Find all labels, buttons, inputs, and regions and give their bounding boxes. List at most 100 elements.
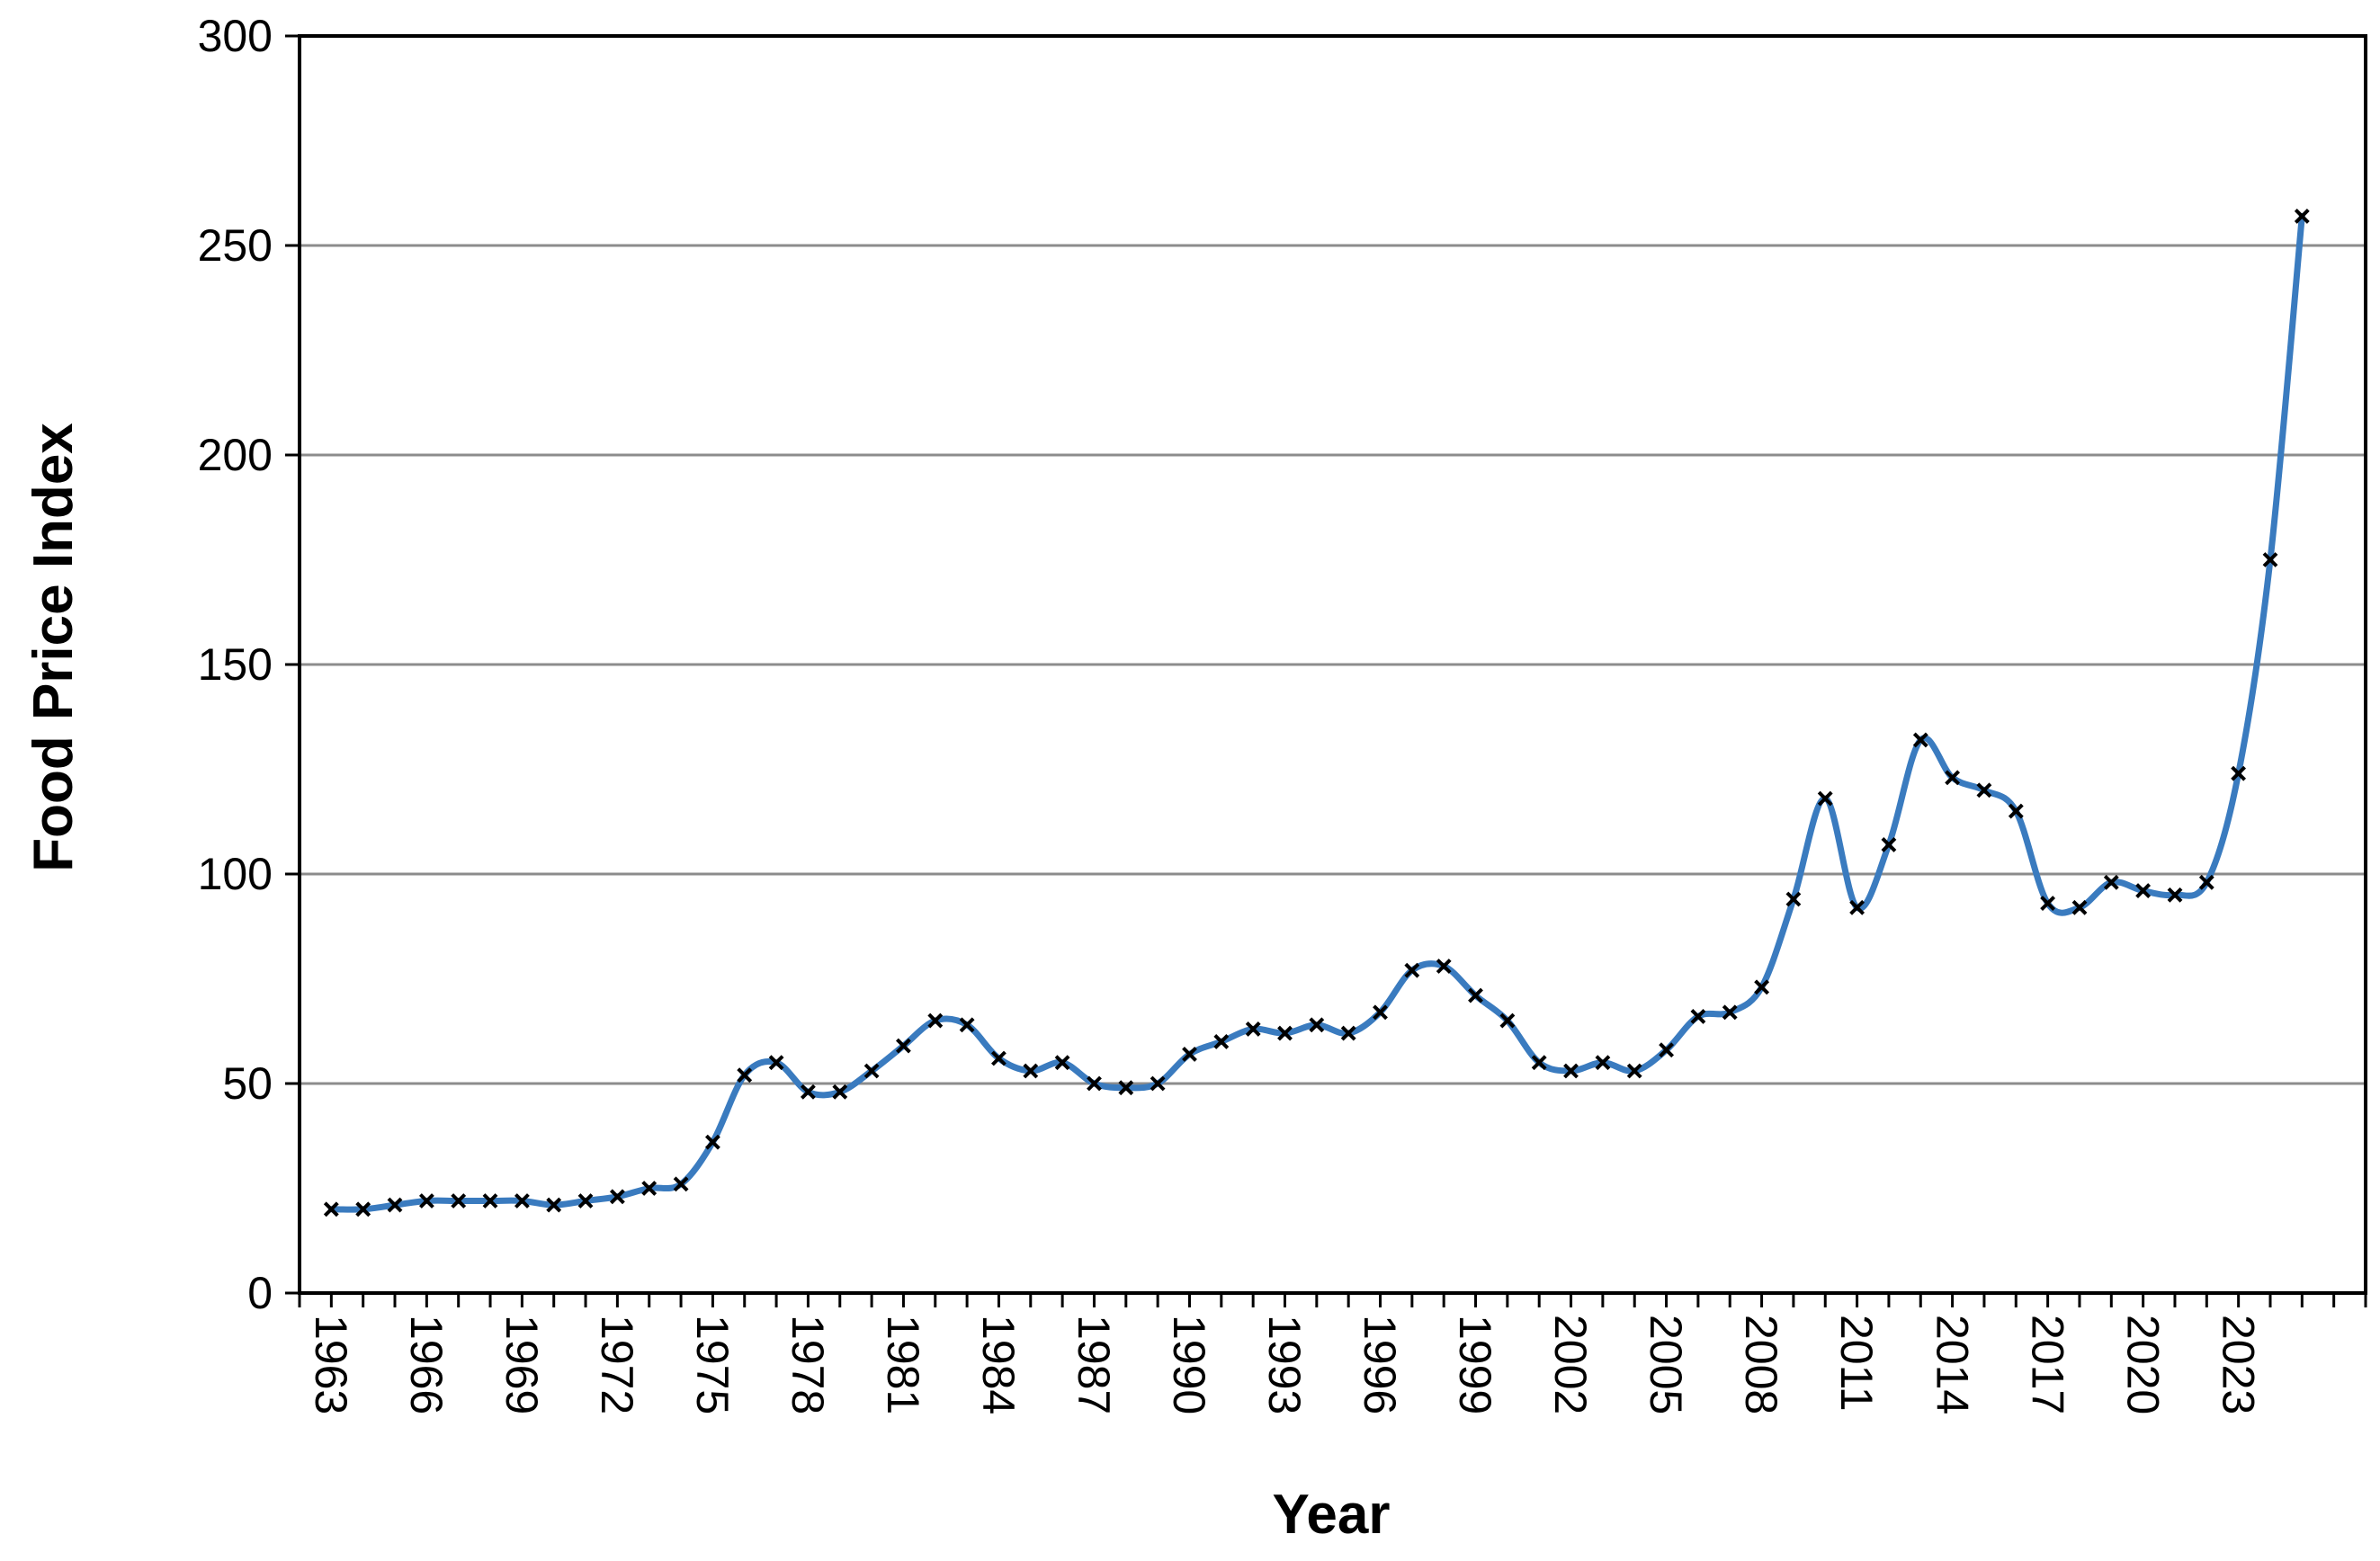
data-point-1988	[1087, 1075, 1102, 1092]
marker-stroke	[1722, 1004, 1738, 1021]
data-point-2006	[1659, 1042, 1675, 1058]
data-point-2007	[1690, 1008, 1706, 1024]
tick-labels: 0 50 100 150 200 250 300 1963 1966 1969 1972 1975 19…	[198, 11, 2264, 1414]
marker-stroke	[704, 1134, 720, 1150]
y-tick-label-250: 250	[198, 220, 273, 271]
x-tick-label-2008: 2008	[1736, 1315, 1786, 1414]
x-tick-label-2020: 2020	[2117, 1315, 2168, 1414]
data-point-1998	[1404, 962, 1420, 978]
data-point-2014	[1912, 732, 1928, 748]
data-point-2011	[1817, 790, 1833, 807]
data-point-1997	[1373, 1004, 1388, 1021]
marker-stroke	[2040, 896, 2056, 912]
data-point-2022	[2167, 887, 2183, 903]
x-tick-label-1990: 1990	[1164, 1315, 1214, 1414]
y-tick-label-0: 0	[247, 1268, 273, 1318]
x-tick-label-1978: 1978	[783, 1315, 833, 1414]
data-point-2012	[1849, 899, 1866, 915]
data-point-1970	[514, 1193, 530, 1209]
data-point-2013	[1881, 836, 1897, 852]
x-tick-label-2014: 2014	[1927, 1315, 1977, 1414]
marker-stroke	[1626, 1063, 1642, 1079]
marker-stroke	[418, 1193, 434, 1209]
data-point-1986	[1023, 1063, 1039, 1079]
marker-stroke	[1659, 1042, 1675, 1058]
data-point-1987	[1054, 1055, 1070, 1071]
marker-stroke	[1340, 1025, 1356, 1041]
marker-stroke	[1436, 959, 1452, 974]
data-point-1983	[927, 1012, 944, 1029]
data-point-1975	[673, 1176, 689, 1192]
marker-stroke	[1690, 1008, 1706, 1024]
x-tick-label-1975: 1975	[687, 1315, 738, 1414]
y-axis-title: Food Price Index	[22, 423, 85, 872]
data-point-1974	[641, 1181, 658, 1196]
x-tick-label-1993: 1993	[1259, 1315, 1310, 1414]
x-tick-label-1972: 1972	[592, 1315, 642, 1414]
x-tick-label-2011: 2011	[1831, 1315, 1882, 1412]
gridlines	[300, 244, 2366, 1085]
data-point-1964	[323, 1201, 339, 1218]
data-point-1966	[387, 1197, 403, 1213]
y-tick-label-100: 100	[198, 849, 273, 899]
marker-stroke	[832, 1084, 848, 1100]
data-point-1982	[895, 1038, 911, 1054]
marker-stroke	[1531, 1055, 1547, 1071]
marker-stroke	[1468, 987, 1483, 1004]
data-point-1972	[577, 1193, 594, 1209]
data-point-1969	[482, 1193, 498, 1209]
marker-stroke	[1563, 1063, 1579, 1079]
data-point-1965	[355, 1201, 371, 1218]
data-point-2019	[2071, 899, 2088, 915]
data-point-1967	[418, 1193, 434, 1209]
marker-stroke	[990, 1050, 1007, 1066]
data-point-2015	[1945, 770, 1961, 786]
data-point-1996	[1340, 1025, 1356, 1041]
marker-stroke	[1404, 962, 1420, 978]
marker-stroke	[1277, 1025, 1293, 1041]
data-point-2021	[2135, 883, 2152, 899]
marker-stroke	[1499, 1012, 1516, 1029]
data-point-2023	[2198, 874, 2214, 890]
marker-stroke	[514, 1193, 530, 1209]
marker-stroke	[863, 1063, 880, 1079]
marker-stroke	[1754, 979, 1770, 995]
marker-stroke	[1150, 1075, 1166, 1092]
data-point-1985	[990, 1050, 1007, 1066]
marker-stroke	[1945, 770, 1961, 786]
data-point-2026	[2294, 208, 2310, 224]
marker-stroke	[2135, 883, 2152, 899]
x-tick-label-2005: 2005	[1641, 1315, 1691, 1414]
marker-stroke	[609, 1189, 625, 1205]
x-tick-label-1966: 1966	[401, 1315, 452, 1414]
marker-stroke	[482, 1193, 498, 1209]
marker-stroke	[959, 1017, 975, 1033]
marker-stroke	[1245, 1021, 1261, 1037]
data-point-2017	[2008, 803, 2024, 819]
marker-stroke	[451, 1193, 467, 1209]
data-point-1968	[451, 1193, 467, 1209]
marker-stroke	[1817, 790, 1833, 807]
marker-stroke	[737, 1067, 753, 1084]
data-point-1989	[1118, 1080, 1134, 1096]
marker-stroke	[355, 1201, 371, 1218]
plot-frame	[298, 34, 2367, 1295]
marker-stroke	[895, 1038, 911, 1054]
marker-stroke	[577, 1193, 594, 1209]
x-tick-label-1987: 1987	[1069, 1315, 1119, 1414]
data-point-2020	[2103, 874, 2119, 890]
x-tick-label-1981: 1981	[878, 1315, 928, 1414]
data-point-2000	[1468, 987, 1483, 1004]
data-point-2016	[1976, 782, 1992, 798]
marker-stroke	[1912, 732, 1928, 748]
x-tick-label-1984: 1984	[973, 1315, 1024, 1414]
marker-stroke	[2103, 874, 2119, 890]
data-point-1980	[832, 1084, 848, 1100]
data-point-1992	[1213, 1033, 1230, 1049]
data-point-1971	[546, 1197, 562, 1213]
data-point-1978	[768, 1055, 784, 1071]
y-tick-label-200: 200	[198, 430, 273, 480]
x-tick-label-1969: 1969	[497, 1315, 547, 1414]
